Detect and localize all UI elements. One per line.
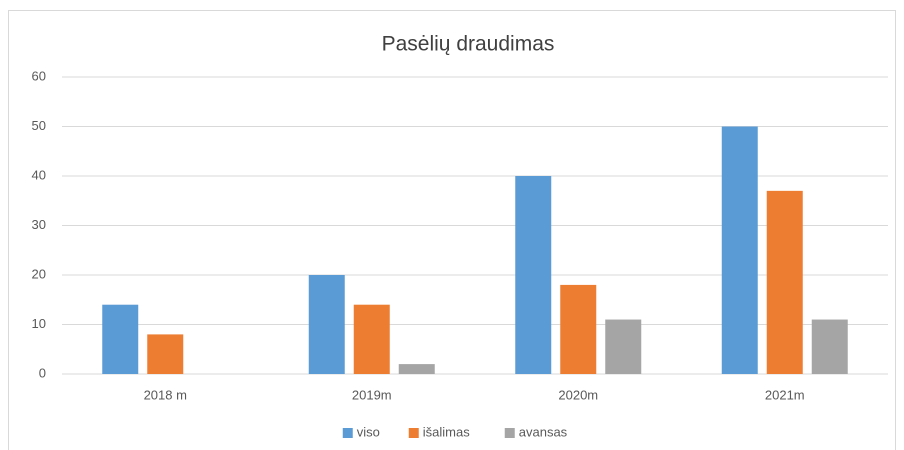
- bar: [308, 275, 345, 374]
- legend-swatch: [504, 428, 515, 438]
- chart-frame: [8, 10, 896, 450]
- x-tick-label: 2019m: [352, 387, 392, 402]
- bar: [811, 319, 848, 374]
- bar: [766, 190, 803, 374]
- y-tick-label: 50: [32, 118, 46, 133]
- bar: [515, 176, 552, 374]
- chart-title: Pasėlių draudimas: [382, 33, 555, 56]
- bar: [721, 126, 758, 374]
- x-tick-label: 2020m: [558, 387, 598, 402]
- y-tick-label: 40: [32, 167, 46, 182]
- bar: [398, 364, 435, 374]
- bar: [560, 284, 597, 374]
- legend-swatch: [408, 428, 419, 438]
- x-tick-label: 2018 m: [144, 387, 187, 402]
- legend-label: išalimas: [423, 424, 470, 439]
- y-tick-label: 20: [32, 266, 46, 281]
- x-tick-label: 2021m: [765, 387, 805, 402]
- y-tick-label: 0: [39, 365, 46, 380]
- legend-swatch: [342, 428, 353, 438]
- y-tick-label: 60: [32, 68, 46, 83]
- y-tick-label: 30: [32, 217, 46, 232]
- legend-label: viso: [357, 424, 380, 439]
- bar: [605, 319, 642, 374]
- bar: [353, 304, 390, 374]
- bar: [102, 304, 139, 374]
- y-tick-label: 10: [32, 316, 46, 331]
- bar: [147, 334, 184, 374]
- legend-label: avansas: [519, 424, 568, 439]
